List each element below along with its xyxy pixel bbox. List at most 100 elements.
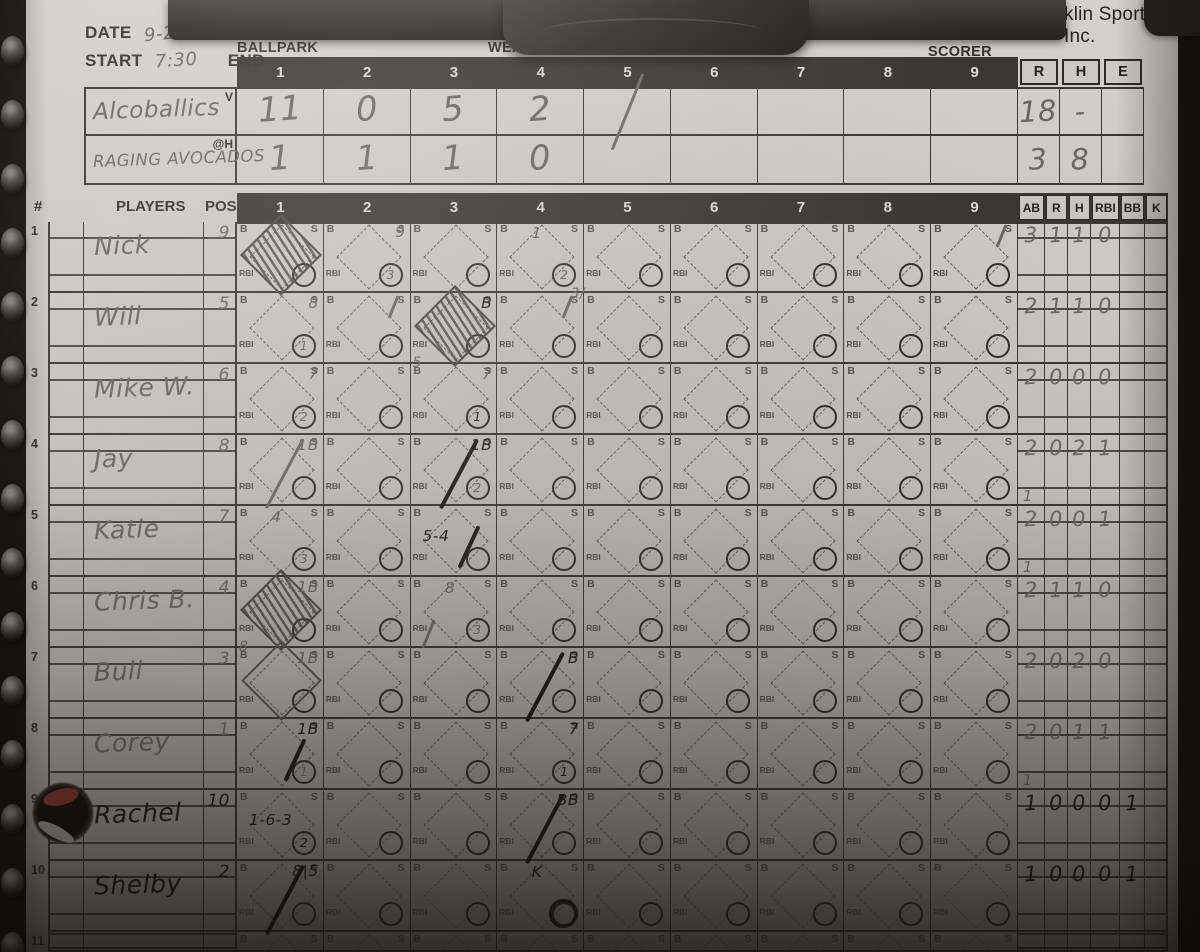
- rbi-label: RBI: [586, 410, 601, 420]
- player-pos: 8: [218, 436, 230, 456]
- player-name-cell: Shelby: [84, 861, 204, 932]
- row-divider-line: [84, 629, 203, 631]
- player-pos: 5: [218, 294, 230, 314]
- stat-value: 1: [1023, 790, 1039, 816]
- player-pos: 6: [218, 365, 230, 385]
- balls-label: B: [847, 791, 855, 803]
- strikes-label: S: [484, 649, 492, 661]
- row-divider-line: [50, 629, 83, 631]
- rbi-circle: [378, 902, 403, 926]
- team-inning-score-cell: 5: [410, 87, 498, 136]
- spiral-coil: [1, 228, 24, 258]
- row-divider-line: [50, 237, 83, 239]
- row-divider-line: [1067, 558, 1090, 560]
- rbi-label: RBI: [499, 339, 514, 349]
- rbi-label: RBI: [325, 907, 341, 917]
- inning-cell: B S RBI 1B: [237, 640, 324, 721]
- rbi-label: RBI: [672, 481, 688, 491]
- row-divider-line: [1067, 629, 1090, 631]
- team-inning-score-cell: [931, 136, 1018, 185]
- stat-cell: 0: [1044, 648, 1068, 719]
- inning-header: 6: [710, 63, 719, 81]
- strikes-label: S: [831, 436, 839, 448]
- row-divider-line: [1090, 913, 1119, 915]
- rbi-circle: 1: [292, 760, 316, 784]
- rbi-circle: 2: [465, 476, 490, 500]
- balls-label: B: [326, 365, 335, 377]
- basepath-diamond: [423, 934, 489, 952]
- row-divider-line: [50, 345, 83, 347]
- stat-value: 1: [1023, 861, 1039, 887]
- rbi-circle: [899, 689, 924, 713]
- rbi-circle: [986, 902, 1011, 926]
- balls-label: B: [934, 791, 942, 803]
- row-divider-line: [204, 771, 235, 773]
- strikes-label: S: [918, 294, 926, 306]
- rbi-circle: 3: [292, 547, 316, 571]
- row-divider-line: [204, 913, 235, 915]
- balls-label: B: [587, 223, 595, 235]
- row-divider-line: [1044, 487, 1067, 489]
- rbi-label: RBI: [499, 623, 514, 633]
- scorer-label: SCORER: [928, 44, 992, 60]
- roster-inning-header: 7: [796, 199, 806, 216]
- row-divider-line: [84, 842, 203, 844]
- row-divider-line: [204, 933, 235, 935]
- team-runs-cell: 18: [1017, 87, 1060, 136]
- row-divider-line: [50, 274, 83, 276]
- strikes-label: S: [310, 507, 318, 519]
- row-divider-line: [84, 933, 203, 935]
- row-divider-line: [1144, 345, 1166, 347]
- rbi-circle-note: 3: [299, 551, 309, 567]
- row-divider-line: [84, 274, 203, 276]
- inning-cell: B S RBI 5-4: [410, 506, 498, 577]
- rbi-circle: [899, 902, 924, 926]
- stat-cell: 0: [1067, 790, 1091, 861]
- strikes-label: S: [657, 578, 665, 590]
- row-divider-line: [1044, 558, 1067, 560]
- player-order: 8: [31, 721, 38, 735]
- balls-label: B: [500, 791, 508, 803]
- strikes-label: S: [831, 365, 839, 377]
- balls-label: B: [326, 436, 335, 448]
- strikes-label: S: [744, 365, 752, 377]
- play-note: 7: [481, 365, 493, 383]
- row-divider-line: [1119, 274, 1144, 276]
- rbi-label: RBI: [933, 765, 948, 775]
- strikes-label: S: [397, 933, 405, 945]
- play-note: 7: [308, 365, 319, 383]
- strikes-label: S: [484, 720, 492, 732]
- jersey-number-cell: [48, 364, 84, 435]
- rbi-circle: [725, 263, 750, 287]
- row-divider-line: [204, 416, 235, 418]
- team-inning-score-cell: [670, 136, 758, 185]
- stat-cell: 2: [1017, 648, 1045, 719]
- stat-cell: 0: [1090, 293, 1120, 364]
- strikes-label: S: [1004, 294, 1012, 306]
- player-pos: 2: [218, 862, 230, 882]
- players-column-label: PLAYERS: [116, 198, 186, 215]
- row-divider-line: [204, 629, 235, 631]
- rbi-circle: [552, 334, 577, 358]
- balls-label: B: [673, 294, 682, 306]
- strikes-label: S: [571, 933, 579, 945]
- rbi-label: RBI: [239, 268, 254, 278]
- player-pos-cell: 1: [204, 719, 237, 790]
- rbi-circle: [899, 334, 924, 358]
- strikes-label: S: [657, 223, 665, 235]
- balls-label: B: [934, 436, 942, 448]
- balls-label: B: [587, 933, 595, 945]
- rbi-circle: [725, 476, 750, 500]
- roster-inning-header: 8: [883, 199, 892, 216]
- stat-value: 1: [1097, 719, 1113, 745]
